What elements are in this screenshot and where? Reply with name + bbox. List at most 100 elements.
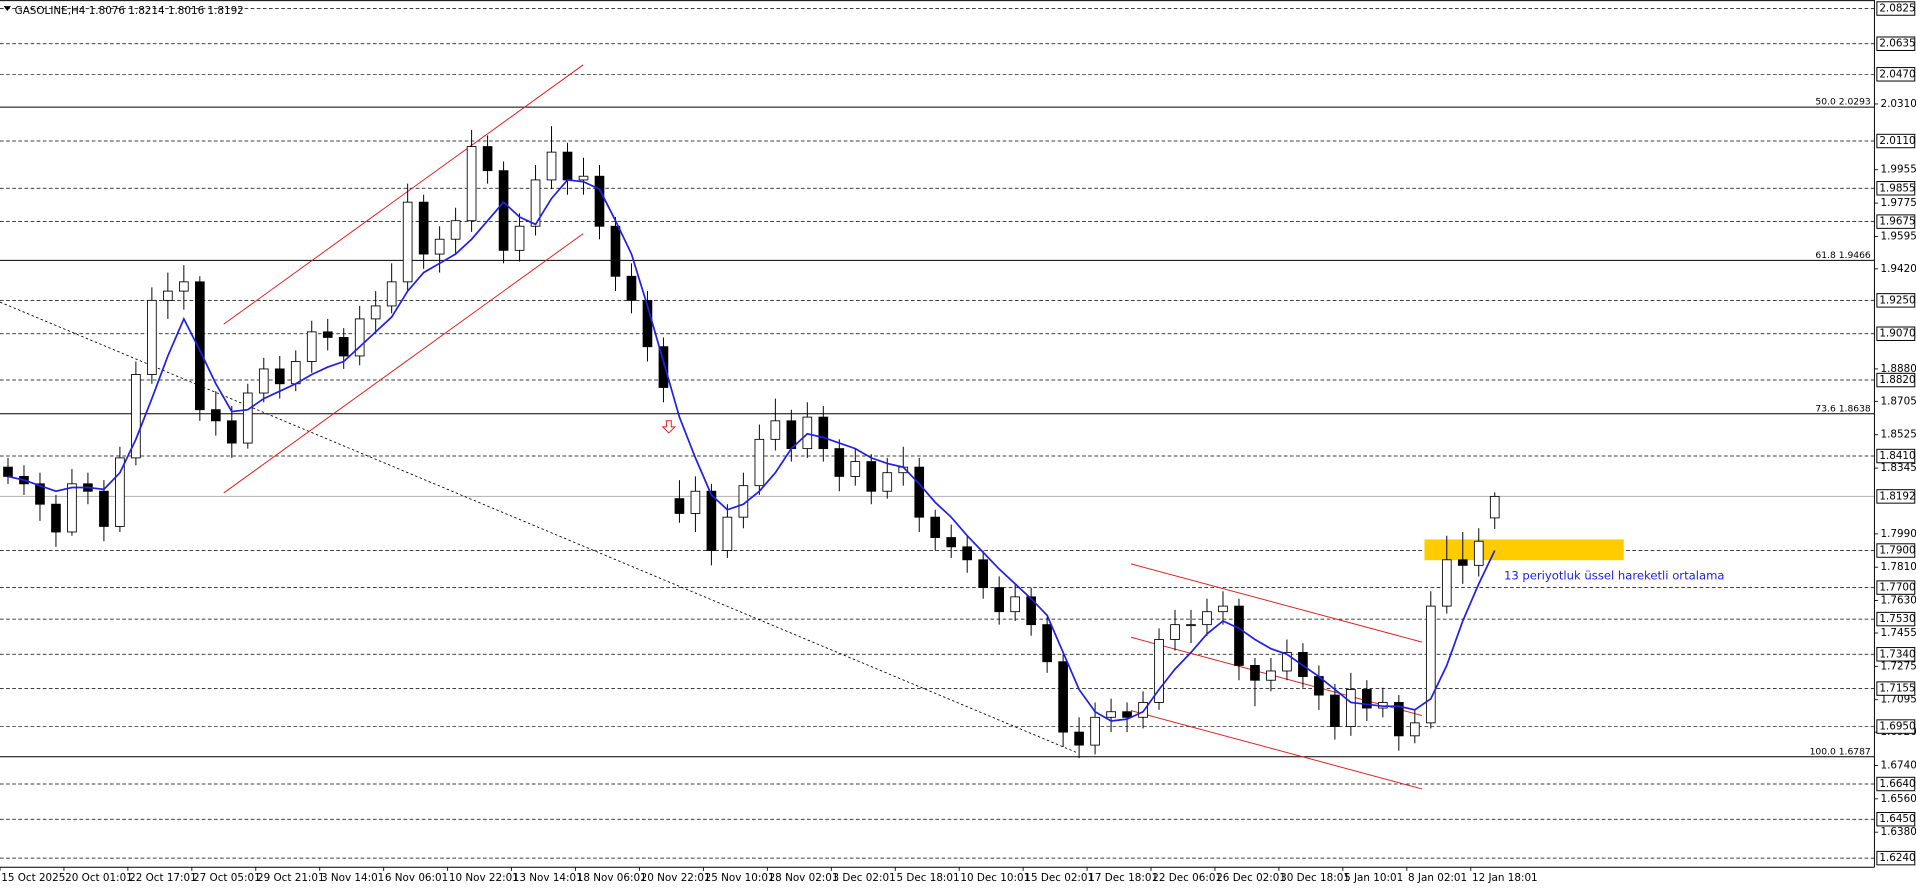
candle-body — [562, 151, 573, 181]
level-box — [1876, 850, 1916, 866]
level-label: 1.9855 — [1879, 182, 1915, 194]
candle-body — [578, 175, 589, 181]
y-tick-label: 1.6380 — [1881, 826, 1916, 838]
y-tick-label: 1.7990 — [1881, 528, 1916, 540]
level-label: 2.0110 — [1879, 135, 1915, 147]
candle-body — [674, 498, 685, 514]
level-label: 1.7155 — [1879, 683, 1915, 695]
candle-body — [35, 483, 45, 505]
candle-body — [242, 392, 253, 444]
candle-body — [274, 368, 285, 385]
candle-body — [418, 201, 429, 255]
y-tick-label: 1.8345 — [1881, 462, 1916, 474]
x-tick-label: 25 Nov 10:01 — [705, 872, 775, 884]
level-label: 1.9250 — [1879, 294, 1915, 306]
price-label: 1.8192 — [1879, 490, 1915, 502]
candle-body — [1489, 495, 1500, 519]
candle-body — [546, 151, 557, 181]
y-tick-label: 1.7275 — [1881, 660, 1916, 672]
candle-body — [210, 409, 221, 422]
candles — [3, 126, 1500, 759]
x-tick-label: 8 Jan 02:01 — [1408, 872, 1467, 884]
x-tick-label: 28 Nov 02:01 — [769, 872, 839, 884]
candle-body — [163, 290, 173, 301]
candle-body — [1362, 689, 1372, 709]
candle-body — [1074, 731, 1084, 746]
y-tick-label: 1.8880 — [1881, 363, 1916, 375]
candle-body — [802, 416, 813, 450]
y-tick-label: 1.7455 — [1881, 627, 1916, 639]
candle-body — [179, 281, 189, 292]
candle-body — [962, 546, 973, 561]
candle-body — [866, 461, 877, 492]
level-box — [1876, 811, 1916, 827]
candle-body — [978, 559, 988, 589]
level-box — [1876, 67, 1916, 82]
candle-body — [930, 516, 941, 538]
level-box — [1876, 36, 1916, 51]
x-tick-label: 22 Oct 17:01 — [129, 872, 197, 884]
chart-title: GASOLINE,H4 1.8076 1.8214 1.8016 1.8192 — [15, 5, 244, 17]
level-box — [1876, 719, 1916, 734]
x-tick-label: 26 Dec 02:01 — [1216, 872, 1286, 884]
level-label: 1.9070 — [1879, 328, 1915, 340]
x-tick-label: 3 Nov 14:01 — [321, 872, 384, 884]
x-tick-label: 22 Dec 06:01 — [1152, 872, 1222, 884]
candle-body — [1409, 722, 1420, 737]
candle-body — [370, 305, 381, 320]
x-tick-label: 6 Nov 06:01 — [385, 872, 448, 884]
y-tick-label: 1.9420 — [1881, 263, 1916, 275]
candle-body — [1394, 702, 1404, 737]
candle-body — [1266, 670, 1276, 681]
candle-body — [850, 461, 861, 477]
x-tick-label: 20 Oct 01:01 — [65, 872, 133, 884]
candle-body — [1058, 661, 1068, 733]
y-tick-label: 1.9595 — [1881, 230, 1916, 242]
candle-body — [1234, 605, 1244, 666]
price-box — [1876, 489, 1916, 504]
candle-body — [1186, 624, 1196, 627]
y-tick-label: 1.7630 — [1881, 595, 1916, 607]
candle-body — [1250, 664, 1260, 681]
fib-label: 73.6 1.8638 — [1815, 403, 1871, 414]
y-tick-label: 1.7810 — [1881, 561, 1916, 573]
candle-body — [1010, 596, 1020, 613]
candle-body — [434, 238, 445, 255]
candle-body — [195, 281, 205, 411]
candle-body — [131, 374, 141, 459]
candle-body — [594, 175, 605, 227]
candle-body — [338, 337, 349, 357]
candle-body — [290, 361, 301, 385]
candle-body — [626, 275, 637, 301]
x-tick-label: 5 Jan 10:01 — [1344, 872, 1403, 884]
candle-body — [882, 472, 893, 492]
candle-body — [946, 537, 957, 548]
level-box — [1876, 133, 1916, 149]
trend-line — [0, 301, 1077, 753]
candle-body — [1218, 605, 1228, 613]
x-tick-label: 29 Oct 21:01 — [257, 872, 325, 884]
candle-body — [1457, 559, 1468, 566]
level-box — [1876, 326, 1916, 341]
candle-body — [1282, 652, 1292, 672]
level-box — [1876, 293, 1916, 308]
candle-body — [1154, 639, 1164, 703]
channel-line — [1130, 710, 1423, 790]
x-tick-label: 20 Nov 22:01 — [641, 872, 711, 884]
candle-body — [1138, 702, 1148, 718]
level-label: 2.0635 — [1879, 38, 1915, 50]
x-tick-label: 12 Jan 18:01 — [1472, 872, 1538, 884]
candle-body — [770, 420, 781, 440]
candle-body — [99, 490, 109, 527]
x-tick-label: 10 Nov 22:01 — [449, 872, 519, 884]
annotation: 13 periyotluk üssel hareketli ortalama — [1504, 569, 1725, 583]
level-label: 1.6240 — [1879, 852, 1915, 864]
x-tick-label: 13 Nov 14:01 — [513, 872, 583, 884]
level-box — [1876, 776, 1916, 792]
candle-body — [51, 503, 61, 533]
candle-body — [450, 220, 461, 240]
candle-body — [1170, 624, 1180, 640]
level-label: 1.9675 — [1879, 216, 1915, 228]
candle-body — [610, 225, 621, 277]
